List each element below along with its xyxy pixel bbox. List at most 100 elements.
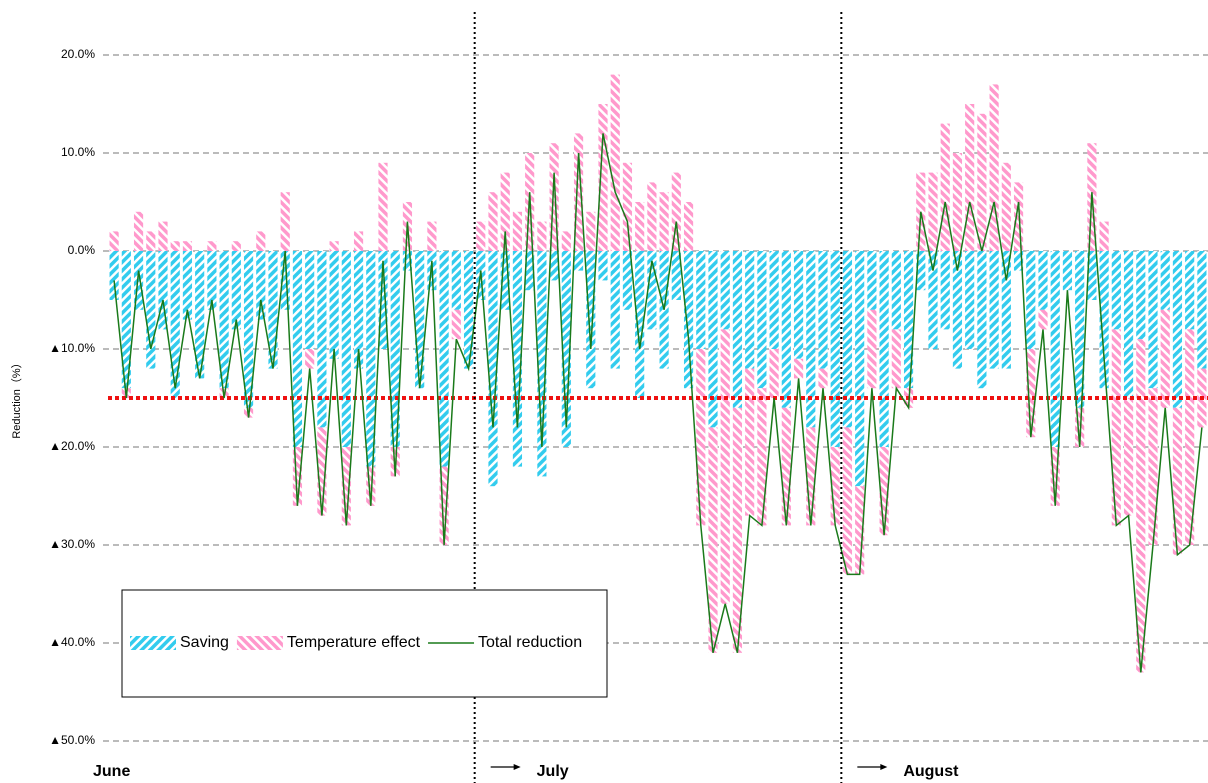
bar	[622, 162, 633, 251]
bar	[793, 251, 804, 359]
y-tick-label: ▲50.0%	[49, 733, 95, 747]
bar	[341, 251, 351, 447]
y-tick-label: 0.0%	[68, 243, 96, 257]
bar	[280, 192, 290, 251]
x-tick-label: August	[903, 763, 959, 780]
bar	[952, 153, 963, 251]
bar	[207, 241, 217, 251]
bar	[390, 251, 400, 447]
bar	[635, 251, 645, 398]
bar	[1075, 407, 1085, 447]
bar	[1172, 407, 1183, 555]
bar	[1160, 309, 1170, 408]
bar	[745, 251, 755, 369]
bar	[243, 251, 254, 408]
bar	[696, 251, 706, 349]
y-tick-label: 20.0%	[61, 47, 95, 61]
bar	[598, 104, 608, 251]
bar	[525, 251, 535, 291]
bar	[170, 251, 180, 398]
legend-swatch	[236, 636, 283, 650]
bar	[977, 113, 987, 251]
bar	[329, 251, 339, 359]
bar	[256, 251, 266, 320]
bar	[573, 251, 584, 271]
bar	[537, 251, 547, 477]
bar	[830, 251, 840, 447]
bar	[769, 349, 779, 398]
bar	[292, 251, 303, 447]
bar	[965, 251, 975, 349]
bar	[842, 251, 853, 428]
bar	[341, 447, 351, 526]
y-tick-label: ▲10.0%	[49, 341, 95, 355]
bar	[1050, 447, 1060, 506]
line	[113, 133, 1203, 673]
bar	[476, 221, 486, 251]
bar	[451, 251, 461, 310]
bar	[1172, 251, 1183, 408]
bar	[378, 162, 388, 251]
legend-label: Temperature effect	[287, 634, 421, 651]
bar	[366, 466, 376, 506]
bar	[842, 427, 853, 575]
bar	[537, 221, 547, 251]
bar	[793, 358, 804, 379]
bar	[1013, 182, 1024, 251]
bar	[231, 251, 241, 330]
bar	[500, 172, 510, 251]
bar	[158, 221, 168, 251]
bar	[488, 251, 498, 487]
legend-box	[121, 589, 608, 698]
bar	[133, 211, 144, 251]
bar	[317, 427, 327, 516]
bar	[1062, 251, 1073, 291]
bar	[427, 221, 437, 251]
bar	[879, 251, 889, 447]
bar	[830, 447, 840, 526]
bar	[989, 251, 999, 369]
bar	[280, 251, 290, 310]
y-axis-label: Reduction（%）	[10, 357, 23, 438]
bar	[182, 251, 193, 320]
bar	[720, 329, 730, 604]
bar	[867, 309, 877, 389]
bar	[353, 231, 364, 251]
bar	[940, 251, 950, 330]
bar	[708, 427, 718, 653]
bar	[879, 447, 889, 536]
bar	[1123, 398, 1134, 516]
bar	[1197, 251, 1207, 369]
bar	[928, 172, 938, 251]
bar	[133, 251, 144, 310]
legend-swatch	[130, 636, 176, 650]
bar	[732, 407, 743, 653]
bar	[463, 251, 474, 369]
y-tick-label: ▲40.0%	[49, 635, 95, 649]
bar	[1185, 329, 1195, 545]
bar	[292, 447, 303, 506]
bar	[781, 407, 791, 526]
bar	[928, 251, 938, 349]
bar	[1123, 251, 1134, 398]
bar	[903, 251, 914, 389]
bar	[512, 211, 523, 251]
bar	[916, 251, 926, 291]
bar	[353, 251, 364, 369]
bar	[769, 251, 779, 349]
bar	[549, 143, 559, 251]
bar	[561, 231, 571, 251]
bar	[402, 251, 413, 271]
bar	[952, 251, 963, 369]
bar	[696, 349, 706, 526]
bar	[683, 251, 694, 389]
bar	[891, 329, 901, 389]
bar	[573, 133, 584, 251]
bar	[635, 202, 645, 251]
bar	[378, 251, 388, 349]
bar	[1099, 221, 1109, 251]
bar	[268, 251, 278, 369]
bar	[1026, 251, 1036, 349]
bar	[940, 123, 950, 251]
bar	[781, 251, 791, 408]
